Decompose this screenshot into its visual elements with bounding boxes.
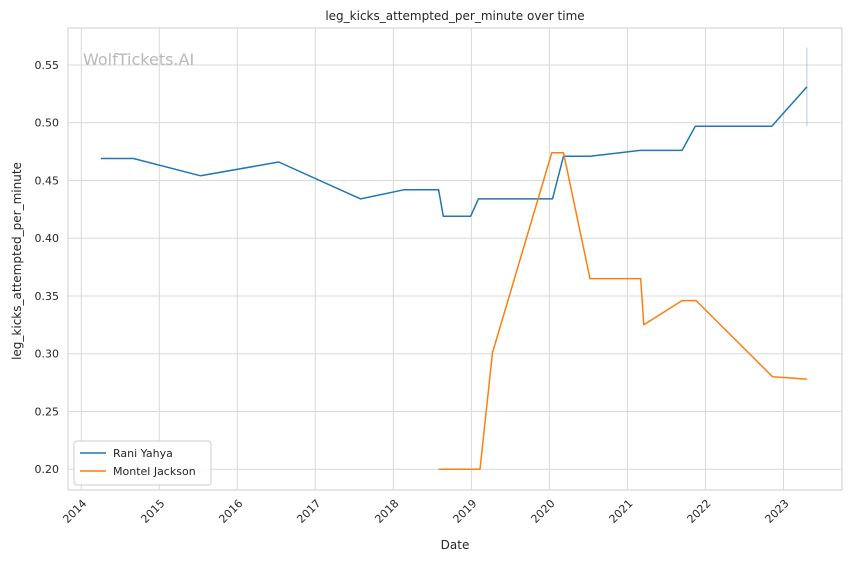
- x-tick-label: 2014: [60, 497, 89, 526]
- watermark: WolfTickets.AI: [83, 50, 194, 69]
- chart-title: leg_kicks_attempted_per_minute over time: [325, 9, 584, 23]
- y-tick-label: 0.50: [35, 117, 60, 130]
- y-axis-ticks: 0.20 0.25 0.30 0.35 0.40 0.45 0.50 0.55: [35, 59, 60, 476]
- series-line-0: [100, 86, 808, 218]
- x-tick-label: 2020: [529, 497, 558, 526]
- x-tick-label: 2018: [372, 497, 401, 526]
- y-tick-label: 0.35: [35, 290, 60, 303]
- legend-box: [73, 440, 212, 486]
- legend-label: Rani Yahya: [113, 447, 173, 460]
- x-tick-label: 2015: [138, 497, 167, 526]
- series-layer: [100, 47, 808, 470]
- series-line-1: [438, 151, 807, 470]
- plot-area: [67, 27, 843, 491]
- y-axis-label: leg_kicks_attempted_per_minute: [10, 162, 24, 360]
- x-axis-ticks: 2014 2015 2016 2017 2018 2019 2020 2021 2022 2023: [60, 497, 791, 526]
- legend: Rani Yahya Montel Jackson: [73, 440, 212, 486]
- y-tick-label: 0.20: [35, 463, 60, 476]
- legend-label: Montel Jackson: [113, 465, 196, 478]
- x-tick-label: 2017: [294, 497, 323, 526]
- x-axis-label: Date: [441, 538, 470, 552]
- x-tick-label: 2019: [451, 497, 480, 526]
- x-tick-label: 2022: [685, 497, 714, 526]
- y-tick-label: 0.45: [35, 174, 60, 187]
- x-tick-label: 2016: [216, 497, 245, 526]
- y-tick-label: 0.40: [35, 232, 60, 245]
- y-tick-label: 0.55: [35, 59, 60, 72]
- y-tick-label: 0.25: [35, 405, 60, 418]
- x-tick-label: 2021: [607, 497, 636, 526]
- x-tick-label: 2023: [763, 497, 792, 526]
- y-tick-label: 0.30: [35, 348, 60, 361]
